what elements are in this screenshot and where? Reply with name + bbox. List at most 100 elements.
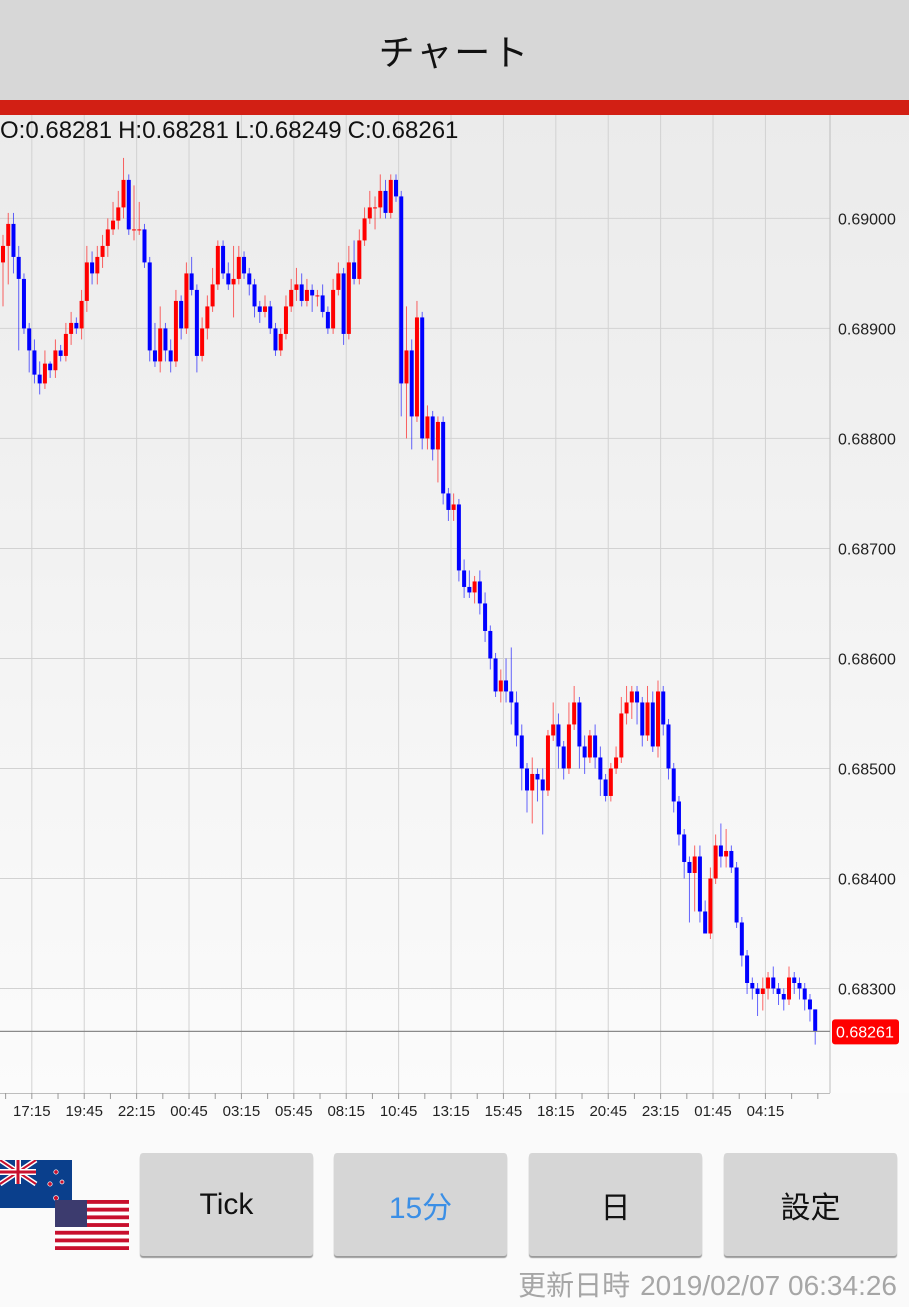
candle-body (593, 735, 598, 758)
x-tick-label: 20:45 (589, 1103, 627, 1120)
candle-body (231, 278, 236, 285)
candle-body (173, 300, 178, 362)
candle-body (315, 295, 320, 297)
candle-body (74, 322, 79, 329)
candle (226, 262, 231, 290)
candle-body (666, 724, 671, 769)
accent-bar (0, 100, 909, 115)
candle-body (367, 207, 372, 219)
candle-body (184, 273, 189, 329)
candle-body (16, 256, 21, 279)
candle-body (268, 306, 273, 329)
candle (357, 229, 362, 285)
candle-body (310, 289, 315, 296)
x-tick-label: 00:45 (170, 1103, 208, 1120)
candle (661, 685, 666, 736)
candle-body (299, 284, 304, 301)
candle (692, 845, 697, 912)
candle-body (624, 702, 629, 714)
candle (435, 416, 440, 483)
candle (587, 729, 592, 763)
candle (268, 300, 273, 334)
candle (21, 273, 26, 334)
candle (6, 212, 11, 285)
candle-body (111, 220, 116, 230)
x-tick-label: 23:15 (642, 1103, 680, 1120)
candle (42, 350, 47, 389)
candle-body (441, 421, 446, 494)
15min-button[interactable]: 15分 (334, 1153, 507, 1256)
candle (781, 988, 786, 1011)
candle-body (357, 240, 362, 279)
candle (676, 795, 681, 846)
candle-body (116, 207, 121, 221)
candle-body (545, 735, 550, 791)
candle-body (294, 284, 299, 290)
candle-body (378, 190, 383, 208)
candle (430, 410, 435, 461)
candle-body (807, 999, 812, 1010)
candle (414, 300, 419, 422)
candle (278, 328, 283, 356)
candle (142, 223, 147, 268)
candle (441, 416, 446, 505)
candle-body (451, 504, 456, 510)
candle-body (603, 779, 608, 796)
candle (189, 256, 194, 296)
candle-body (729, 850, 734, 868)
candle-body (100, 245, 105, 257)
candle (456, 498, 461, 582)
candle-body (352, 262, 357, 279)
candle (624, 685, 629, 725)
candle (566, 702, 571, 774)
candle (477, 570, 482, 615)
x-tick-label: 08:15 (327, 1103, 365, 1120)
chart-canvas[interactable]: 0.69000 0.68900 0.68800 0.68700 0.68600 0.685… (0, 115, 909, 1093)
candle (792, 971, 797, 994)
ohlc-close: C:0.68261 (347, 117, 459, 144)
daily-button[interactable]: 日 (529, 1153, 702, 1256)
candle (787, 966, 791, 1005)
candle (388, 174, 393, 219)
candle-body (498, 680, 503, 692)
candle (493, 652, 498, 697)
x-tick-label: 04:15 (747, 1103, 785, 1120)
candle (184, 262, 189, 334)
candle-body (472, 581, 477, 593)
app-header: チャート (0, 0, 909, 100)
daily-button-label: 日 (600, 1191, 631, 1225)
candle (535, 768, 540, 802)
candle (152, 322, 157, 367)
candle (95, 245, 100, 285)
candle-body (572, 702, 577, 725)
candle-body (304, 289, 309, 301)
candle-body (194, 289, 199, 356)
tick-button[interactable]: Tick (140, 1153, 313, 1256)
candle-body (409, 350, 414, 417)
candle (367, 190, 372, 224)
candle (394, 174, 398, 202)
candle (315, 289, 320, 307)
settings-button[interactable]: 設定 (724, 1153, 897, 1256)
candle (215, 240, 220, 290)
candle-body (635, 691, 640, 703)
candle (111, 201, 116, 235)
candle-body (525, 768, 529, 791)
candlestick-chart[interactable]: 0.69000 0.68900 0.68800 0.68700 0.68600 0.685… (0, 115, 909, 1093)
candle-body (84, 262, 89, 301)
candle-body (692, 856, 697, 873)
x-tick-label: 17:15 (13, 1103, 51, 1120)
candle (283, 295, 288, 340)
candle (27, 322, 32, 373)
candle-body (608, 768, 613, 796)
candle (325, 306, 330, 334)
candle (724, 828, 729, 868)
candle (63, 322, 68, 362)
candle (263, 295, 267, 318)
candle (614, 746, 619, 774)
candle-body (226, 273, 231, 285)
candle-body (152, 350, 157, 362)
candle (734, 861, 739, 928)
united-states-flag-icon[interactable] (55, 1200, 129, 1250)
candle-body (147, 262, 152, 351)
